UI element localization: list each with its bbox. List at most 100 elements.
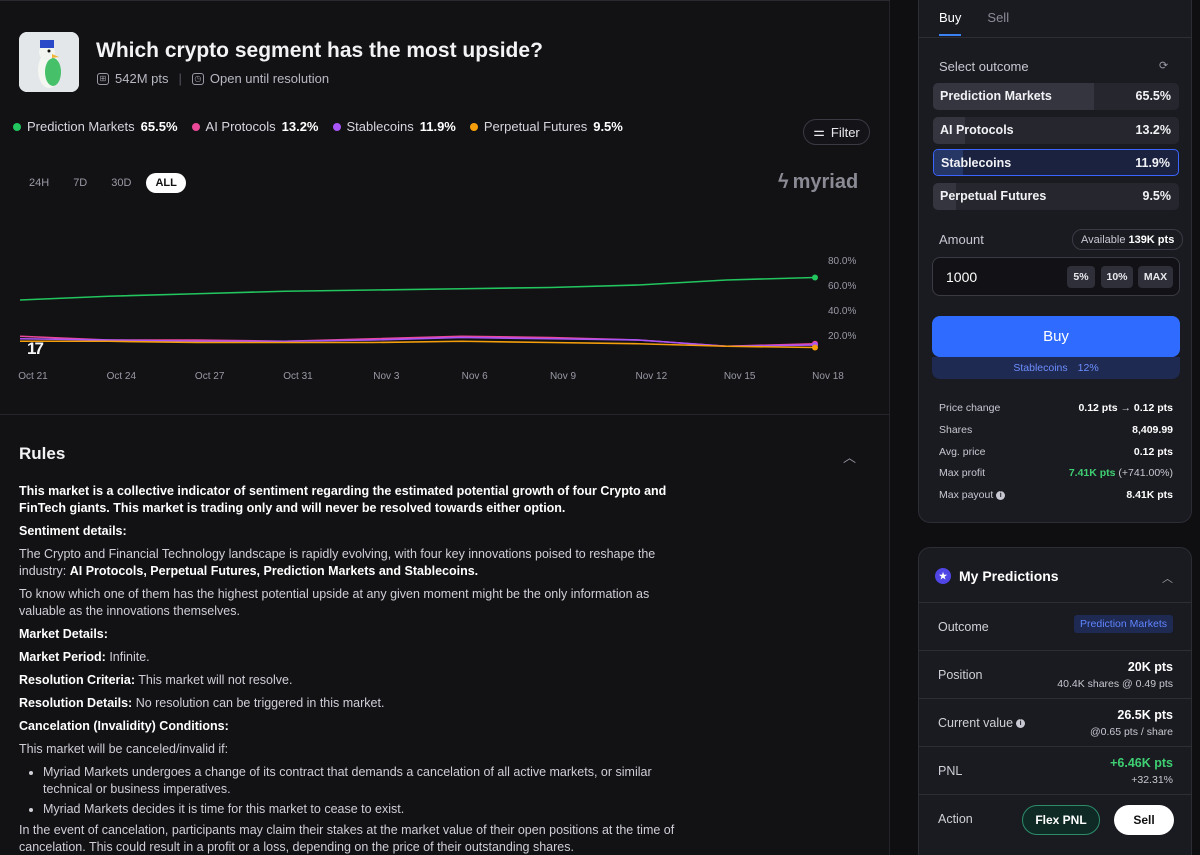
buy-button[interactable]: Buy — [932, 316, 1180, 357]
series-line-perpetual-futures — [20, 340, 816, 349]
legend-item-perpetual-futures[interactable]: Perpetual Futures 9.5% — [469, 119, 623, 134]
position-sub: 40.4K shares @ 0.49 pts — [1057, 678, 1173, 690]
outcome-badge: Prediction Markets — [1074, 615, 1173, 633]
current-value-row: Current value i 26.5K pts @0.65 pts / sha… — [919, 698, 1191, 746]
outcome-name: Prediction Markets — [940, 89, 1052, 103]
legend-dot — [191, 122, 200, 131]
outcome-name: Perpetual Futures — [940, 189, 1047, 203]
collapse-rules-chevron-icon[interactable]: ︿ — [843, 450, 857, 465]
period-key: Market Period: — [19, 650, 106, 664]
legend-value: 13.2% — [281, 119, 319, 134]
amount-input[interactable]: 1000 5% 10% MAX — [932, 257, 1180, 296]
position-row: Position 20K pts 40.4K shares @ 0.49 pts — [919, 650, 1191, 698]
refresh-icon[interactable]: ⟳ — [1159, 60, 1169, 72]
price-change-row: Price change 0.12 pts → 0.12 pts — [939, 402, 1173, 414]
x-tick-label: Nov 12 — [635, 371, 667, 382]
list-item: Myriad Markets undergoes a change of its… — [43, 764, 679, 798]
legend-label: Prediction Markets — [27, 119, 135, 134]
market-details-heading: Market Details: — [19, 627, 108, 641]
cancelation-text: This market will be canceled/invalid if: — [19, 742, 229, 756]
chart-legend: Prediction Markets 65.5% AI Protocols 13.2… — [13, 119, 623, 134]
sentiment-highlight: AI Protocols, Perpetual Futures, Predict… — [69, 564, 479, 578]
legend-item-prediction-markets[interactable]: Prediction Markets 65.5% — [13, 119, 178, 134]
range-7d[interactable]: 7D — [73, 177, 88, 189]
outcome-perpetual-futures[interactable]: Perpetual Futures 9.5% — [933, 183, 1179, 210]
row-label: Current value i — [938, 716, 1026, 730]
available-value: 139K pts — [1128, 233, 1175, 246]
pnl-value: +6.46K pts — [1110, 756, 1173, 770]
range-30d[interactable]: 30D — [111, 177, 132, 189]
time-range-tabs: 24H 7D 30D ALL — [20, 173, 186, 193]
outcome-pct: 11.9% — [1135, 156, 1170, 170]
y-tick-label: 60.0% — [828, 281, 856, 292]
quick-10-percent-button[interactable]: 10% — [1101, 266, 1133, 288]
legend-item-stablecoins[interactable]: Stablecoins 11.9% — [332, 119, 456, 134]
detail-label: Max profit — [939, 467, 986, 479]
legend-dot — [332, 122, 341, 131]
legend-dot — [469, 122, 478, 131]
legend-value: 11.9% — [419, 119, 456, 134]
section-divider — [0, 414, 890, 415]
row-label: PNL — [938, 764, 963, 778]
market-panel: Which crypto segment has the most upside… — [0, 0, 890, 855]
range-all[interactable]: ALL — [146, 173, 186, 193]
clock-icon: ◷ — [191, 72, 204, 85]
legend-value: 65.5% — [140, 119, 178, 134]
info-icon[interactable]: i — [996, 490, 1006, 500]
legend-label: Stablecoins — [346, 119, 414, 134]
predictions-header: ★ My Predictions — [935, 568, 1059, 584]
period-value: Infinite. — [105, 650, 150, 664]
filter-button[interactable]: ⚌ Filter — [803, 119, 870, 145]
detail-label: Price change — [939, 402, 1001, 414]
meta-separator: | — [178, 71, 182, 86]
brand-name: myriad — [792, 171, 859, 193]
brand-logo: ϟ myriad — [778, 171, 858, 194]
current-sub: @0.65 pts / share — [1089, 726, 1173, 738]
resolution-details-value: No resolution can be triggered in this m… — [132, 696, 385, 710]
range-24h[interactable]: 24H — [29, 177, 50, 189]
buy-summary: Stablecoins 12% — [932, 357, 1180, 379]
legend-item-ai-protocols[interactable]: AI Protocols 13.2% — [191, 119, 319, 134]
quick-5-percent-button[interactable]: 5% — [1067, 266, 1095, 288]
sell-button[interactable]: Sell — [1114, 805, 1174, 835]
current-label: Current value — [938, 716, 1014, 730]
trade-panel: Buy Sell Select outcome ⟳ Prediction Mar… — [918, 0, 1192, 523]
resolution-details-key: Resolution Details: — [19, 696, 133, 710]
tab-divider — [919, 37, 1191, 38]
tab-buy[interactable]: Buy — [939, 10, 962, 36]
flex-pnl-button[interactable]: Flex PNL — [1022, 805, 1100, 835]
x-tick-label: Nov 6 — [462, 371, 489, 382]
predictions-title: My Predictions — [959, 568, 1059, 584]
sentiment-text-2: To know which one of them has the highes… — [19, 587, 650, 618]
detail-value: 7.41K pts (+741.00%) — [1069, 467, 1173, 479]
volume-value: 542M pts — [115, 71, 169, 86]
legend-value: 9.5% — [593, 119, 623, 134]
x-tick-label: Oct 31 — [283, 371, 313, 382]
collapse-predictions-chevron-icon[interactable]: ︿ — [1162, 573, 1173, 585]
outcome-stablecoins[interactable]: Stablecoins 11.9% — [933, 149, 1179, 176]
pnl-row: PNL +6.46K pts +32.31% — [919, 746, 1191, 794]
sentiment-heading: Sentiment details: — [19, 524, 127, 538]
rules-body: This market is a collective indicator of… — [19, 483, 679, 855]
row-label: Position — [938, 668, 983, 682]
select-outcome-label: Select outcome — [939, 59, 1029, 74]
buy-outcome: Stablecoins — [1013, 362, 1068, 374]
outcome-fill — [934, 150, 964, 175]
legend-label: Perpetual Futures — [483, 119, 588, 134]
info-icon[interactable]: i — [1016, 719, 1026, 729]
series-endpoint — [812, 274, 818, 281]
max-profit-pct: (+741.00%) — [1118, 467, 1173, 479]
cancelation-final: In the event of cancelation, participant… — [19, 823, 675, 854]
quick-max-button[interactable]: MAX — [1138, 266, 1173, 288]
outcome-prediction-markets[interactable]: Prediction Markets 65.5% — [933, 83, 1179, 110]
x-tick-label: Nov 18 — [812, 371, 844, 382]
volume-icon: ⊞ — [97, 72, 109, 85]
max-profit-value: 7.41K pts — [1068, 467, 1116, 479]
outcome-ai-protocols[interactable]: AI Protocols 13.2% — [933, 117, 1179, 144]
my-predictions-panel: ★ My Predictions ︿ Outcome Prediction Ma… — [918, 547, 1192, 855]
outcome-fill — [933, 83, 1095, 110]
outcome-pct: 65.5% — [1135, 89, 1171, 103]
tab-sell[interactable]: Sell — [987, 10, 1010, 25]
pnl-pct: +32.31% — [1131, 774, 1173, 786]
outcome-pct: 9.5% — [1142, 189, 1172, 203]
